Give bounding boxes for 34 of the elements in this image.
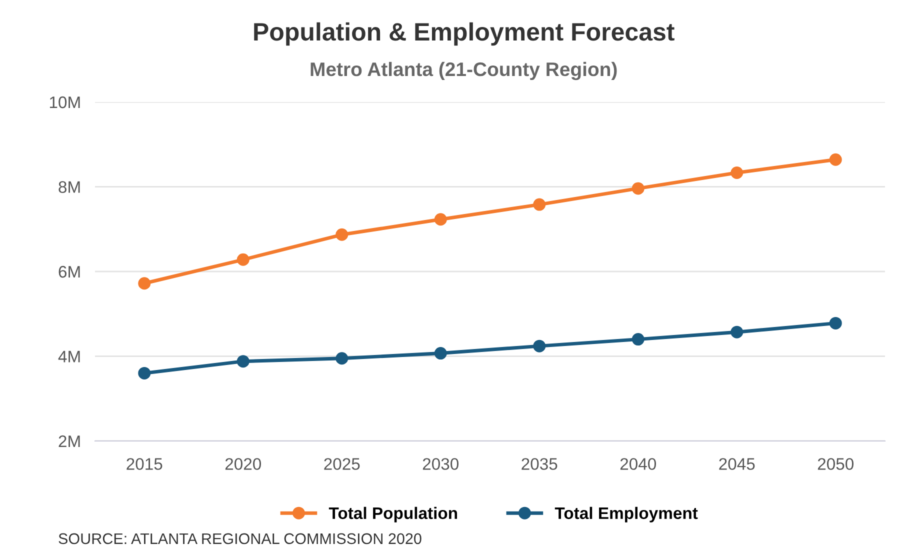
y-tick-label: 6M [58,266,80,278]
point [336,352,348,365]
point [236,253,250,266]
point [236,355,250,368]
y-tick-label: 2M [58,435,80,448]
x-tick-label: 2030 [422,458,459,470]
x-tick-label: 2020 [225,458,262,470]
point [533,198,546,211]
y-tick-label: 8M [58,181,80,193]
chart-title: Population & Employment Forecast [254,22,674,46]
y-tick-label: 10M [50,96,80,108]
point [138,277,151,290]
point [829,316,842,330]
point [138,366,151,380]
x-tick-label: 2040 [620,458,656,470]
source-note: SOURCE: ATLANTA REGIONAL COMMISSION 2020 [58,533,422,544]
point [632,333,644,346]
point [533,340,546,352]
point [336,228,348,241]
legend-label: Total Population [328,506,458,522]
point [434,347,447,360]
point [632,182,644,195]
point [730,166,744,180]
chart-subtitle: Metro Atlanta (21-County Region) [310,62,617,80]
point [730,326,744,338]
x-tick-label: 2015 [126,458,162,470]
point [434,213,447,226]
legend-label: Total Employment [554,506,698,522]
x-tick-label: 2025 [324,458,360,470]
y-tick-label: 4M [58,350,80,362]
x-tick-label: 2050 [818,458,854,470]
x-tick-label: 2045 [719,458,755,470]
x-tick-label: 2035 [522,458,558,470]
point [829,153,842,166]
